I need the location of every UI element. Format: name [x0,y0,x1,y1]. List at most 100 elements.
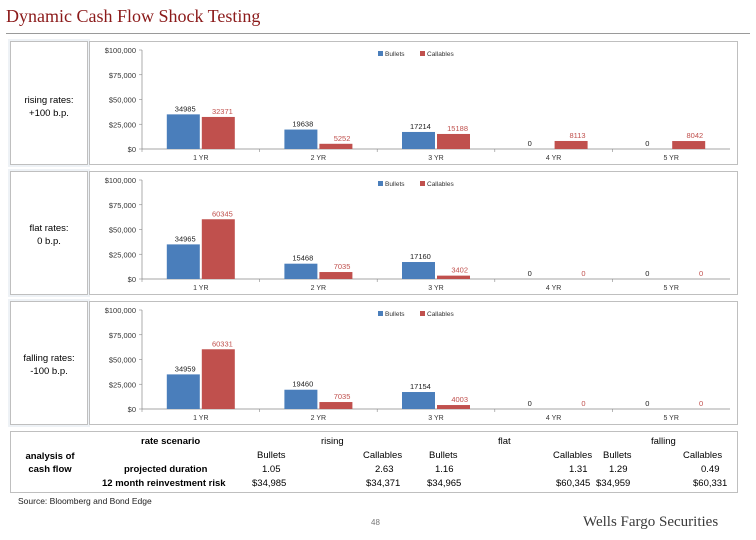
legend-label: Bullets [385,51,405,58]
bar [319,402,353,409]
rate-scenario-label: rate scenario [141,436,201,447]
chart-flat-svg: $0 $25,000 $50,000 $75,000 $100,000 Bullets Ca… [105,176,730,292]
x-tick-label: 4 YR [546,155,561,162]
brand-logo-text: Wells Fargo Securities [583,514,719,530]
y-tick-label: $50,000 [109,96,136,105]
x-tick-label: 5 YR [663,155,678,162]
legend-label: Callables [427,51,454,58]
y-tick-label: $25,000 [109,250,136,259]
bar [554,140,588,149]
legend-label: Bullets [385,181,405,188]
scenario-flat: flat [498,436,511,447]
y-tick-label: $0 [128,145,136,154]
title-rule [6,33,750,34]
panel-label-text: flat rates: 0 b.p. [29,223,69,247]
legend-swatch [420,181,425,186]
legend-swatch [378,181,383,186]
chart-rising-svg: $0 $25,000 $50,000 $75,000 $100,000 Bullets Ca… [105,46,730,162]
bar [672,141,706,149]
legend-label: Callables [427,181,454,188]
panel-label-text: falling rates: -100 b.p. [23,353,75,377]
data-label: 4003 [451,395,468,404]
data-label: 8042 [687,131,704,140]
duration-value: 1.16 [435,464,454,475]
data-label: 5252 [334,134,351,143]
subheader-callables: Callables [683,450,723,461]
y-tick-label: $100,000 [105,46,136,55]
row-label-duration: projected duration [124,464,208,475]
analysis-label: analysis of cash flow [25,451,75,475]
data-label: 17160 [410,252,431,261]
x-tick-label: 4 YR [546,285,561,292]
y-tick-label: $50,000 [109,226,136,235]
scenario-falling: falling [651,436,676,447]
chart-flat: $0 $25,000 $50,000 $75,000 $100,000 Bullets Ca… [89,171,738,295]
data-label: 60345 [212,209,233,218]
y-tick-label: $25,000 [109,120,136,129]
y-tick-label: $50,000 [109,356,136,365]
bar [166,374,200,409]
bar [284,263,318,279]
duration-value: 0.49 [701,464,720,475]
panel-label-falling: falling rates: -100 b.p. [10,301,88,425]
legend-label: Bullets [385,311,405,318]
data-label: 17214 [410,122,431,131]
bar [437,133,470,149]
y-tick-label: $100,000 [105,176,136,185]
chart-rising: $0 $25,000 $50,000 $75,000 $100,000 Bullets Ca… [89,41,738,165]
y-tick-label: $0 [128,405,136,414]
data-label: 0 [581,269,585,278]
data-label: 0 [699,399,703,408]
y-tick-label: $75,000 [109,71,136,80]
bar [201,219,235,279]
data-label: 15188 [447,124,468,133]
bar [402,131,435,149]
data-label: 7035 [334,262,351,271]
bar [402,262,435,279]
x-tick-label: 5 YR [663,415,678,422]
panel-label-flat: flat rates: 0 b.p. [10,171,88,295]
legend-swatch [420,51,425,56]
data-label: 34985 [175,104,196,113]
bar [319,272,353,279]
x-tick-label: 4 YR [546,415,561,422]
subheader-bullets: Bullets [603,450,632,461]
subheader-callables: Callables [553,450,593,461]
reinvestment-value: $34,985 [252,478,287,489]
panel-label-rising: rising rates: +100 b.p. [10,41,88,165]
bar [166,114,200,149]
x-tick-label: 5 YR [663,285,678,292]
subheader-bullets: Bullets [429,450,458,461]
y-tick-label: $75,000 [109,201,136,210]
data-label: 0 [528,139,532,148]
reinvestment-value: $60,345 [556,478,591,489]
data-label: 0 [581,399,585,408]
data-label: 7035 [334,392,351,401]
page-number: 48 [371,518,380,527]
data-label: 0 [528,399,532,408]
data-label: 60331 [212,339,233,348]
data-label: 32371 [212,107,233,116]
data-label: 0 [645,269,649,278]
x-tick-label: 3 YR [428,415,443,422]
data-label: 0 [699,269,703,278]
reinvestment-value: $34,965 [427,478,462,489]
y-tick-label: $75,000 [109,331,136,340]
data-label: 3402 [451,266,468,275]
x-tick-label: 2 YR [311,285,326,292]
x-tick-label: 1 YR [193,285,208,292]
duration-value: 2.63 [375,464,394,475]
bar [284,389,318,409]
bar [201,116,235,149]
bar [437,275,470,279]
y-tick-label: $100,000 [105,306,136,315]
bar [201,349,235,409]
bar [284,129,318,149]
x-tick-label: 2 YR [311,155,326,162]
data-label: 0 [645,399,649,408]
data-label: 0 [645,139,649,148]
y-tick-label: $0 [128,275,136,284]
reinvestment-value: $34,959 [596,478,631,489]
y-tick-label: $25,000 [109,380,136,389]
chart-falling-svg: $0 $25,000 $50,000 $75,000 $100,000 Bullets Ca… [105,306,730,422]
